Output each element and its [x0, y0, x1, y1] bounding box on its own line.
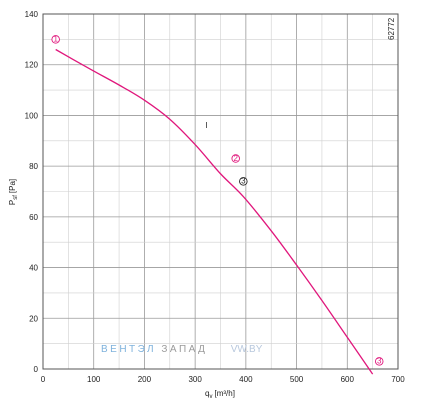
watermark-part2: ЗАПАД: [161, 344, 207, 355]
marker-circle: [51, 35, 60, 44]
x-tick-label: 0: [41, 375, 46, 384]
fan-curve-line: [55, 48, 374, 375]
marker-label: 2: [233, 154, 238, 163]
y-axis-label: Psf[Pa]: [8, 179, 19, 205]
marker-label: 3: [377, 357, 382, 366]
y-tick-label: 120: [25, 61, 39, 70]
marker-circle: [374, 357, 384, 366]
x-tick-labels: 0 100 200 300 400 500 600 700: [41, 375, 405, 384]
x-tick-label: 400: [239, 375, 253, 384]
x-tick-label: 600: [341, 375, 355, 384]
marker-label: 3: [241, 177, 246, 186]
plot-frame: [42, 13, 399, 370]
marker-label: 1: [53, 35, 58, 44]
y-tick-label: 40: [29, 264, 38, 273]
x-tick-label: 500: [290, 375, 304, 384]
point-marker: 2: [231, 154, 240, 163]
watermark: ВЕНТЭЛ ЗАПАД VW.BY: [101, 344, 263, 355]
y-tick-label: 80: [29, 162, 38, 171]
y-tick-label: 100: [25, 111, 39, 120]
watermark-part3: VW.BY: [231, 344, 263, 355]
y-tick-label: 60: [29, 213, 38, 222]
marker-circle: [239, 177, 248, 186]
y-tick-label: 140: [25, 10, 39, 19]
x-tick-label: 700: [391, 375, 405, 384]
y-tick-label: 20: [29, 314, 38, 323]
grid: [42, 13, 399, 370]
point-marker: 1: [51, 35, 60, 44]
marker-circle: [231, 154, 240, 163]
watermark-part1: ВЕНТЭЛ: [101, 344, 156, 355]
x-tick-label: 200: [138, 375, 152, 384]
y-tick-labels: 0 20 40 60 80 100 120 140: [25, 10, 39, 374]
chart-id-label: 62772: [387, 17, 396, 40]
curve-label: I: [205, 121, 207, 130]
y-tick-label: 0: [34, 365, 39, 374]
point-marker: 3: [239, 177, 248, 186]
point-marker: 3: [374, 357, 384, 366]
svg-text:ВЕНТЭЛ ЗАПАД VW.BY: ВЕНТЭЛ ЗАПАД VW.BY: [101, 344, 263, 355]
x-tick-label: 100: [87, 375, 101, 384]
markers: 1 2 3 3: [51, 35, 384, 366]
x-tick-label: 300: [188, 375, 202, 384]
x-axis-label: qv [m³/h]: [205, 389, 235, 400]
